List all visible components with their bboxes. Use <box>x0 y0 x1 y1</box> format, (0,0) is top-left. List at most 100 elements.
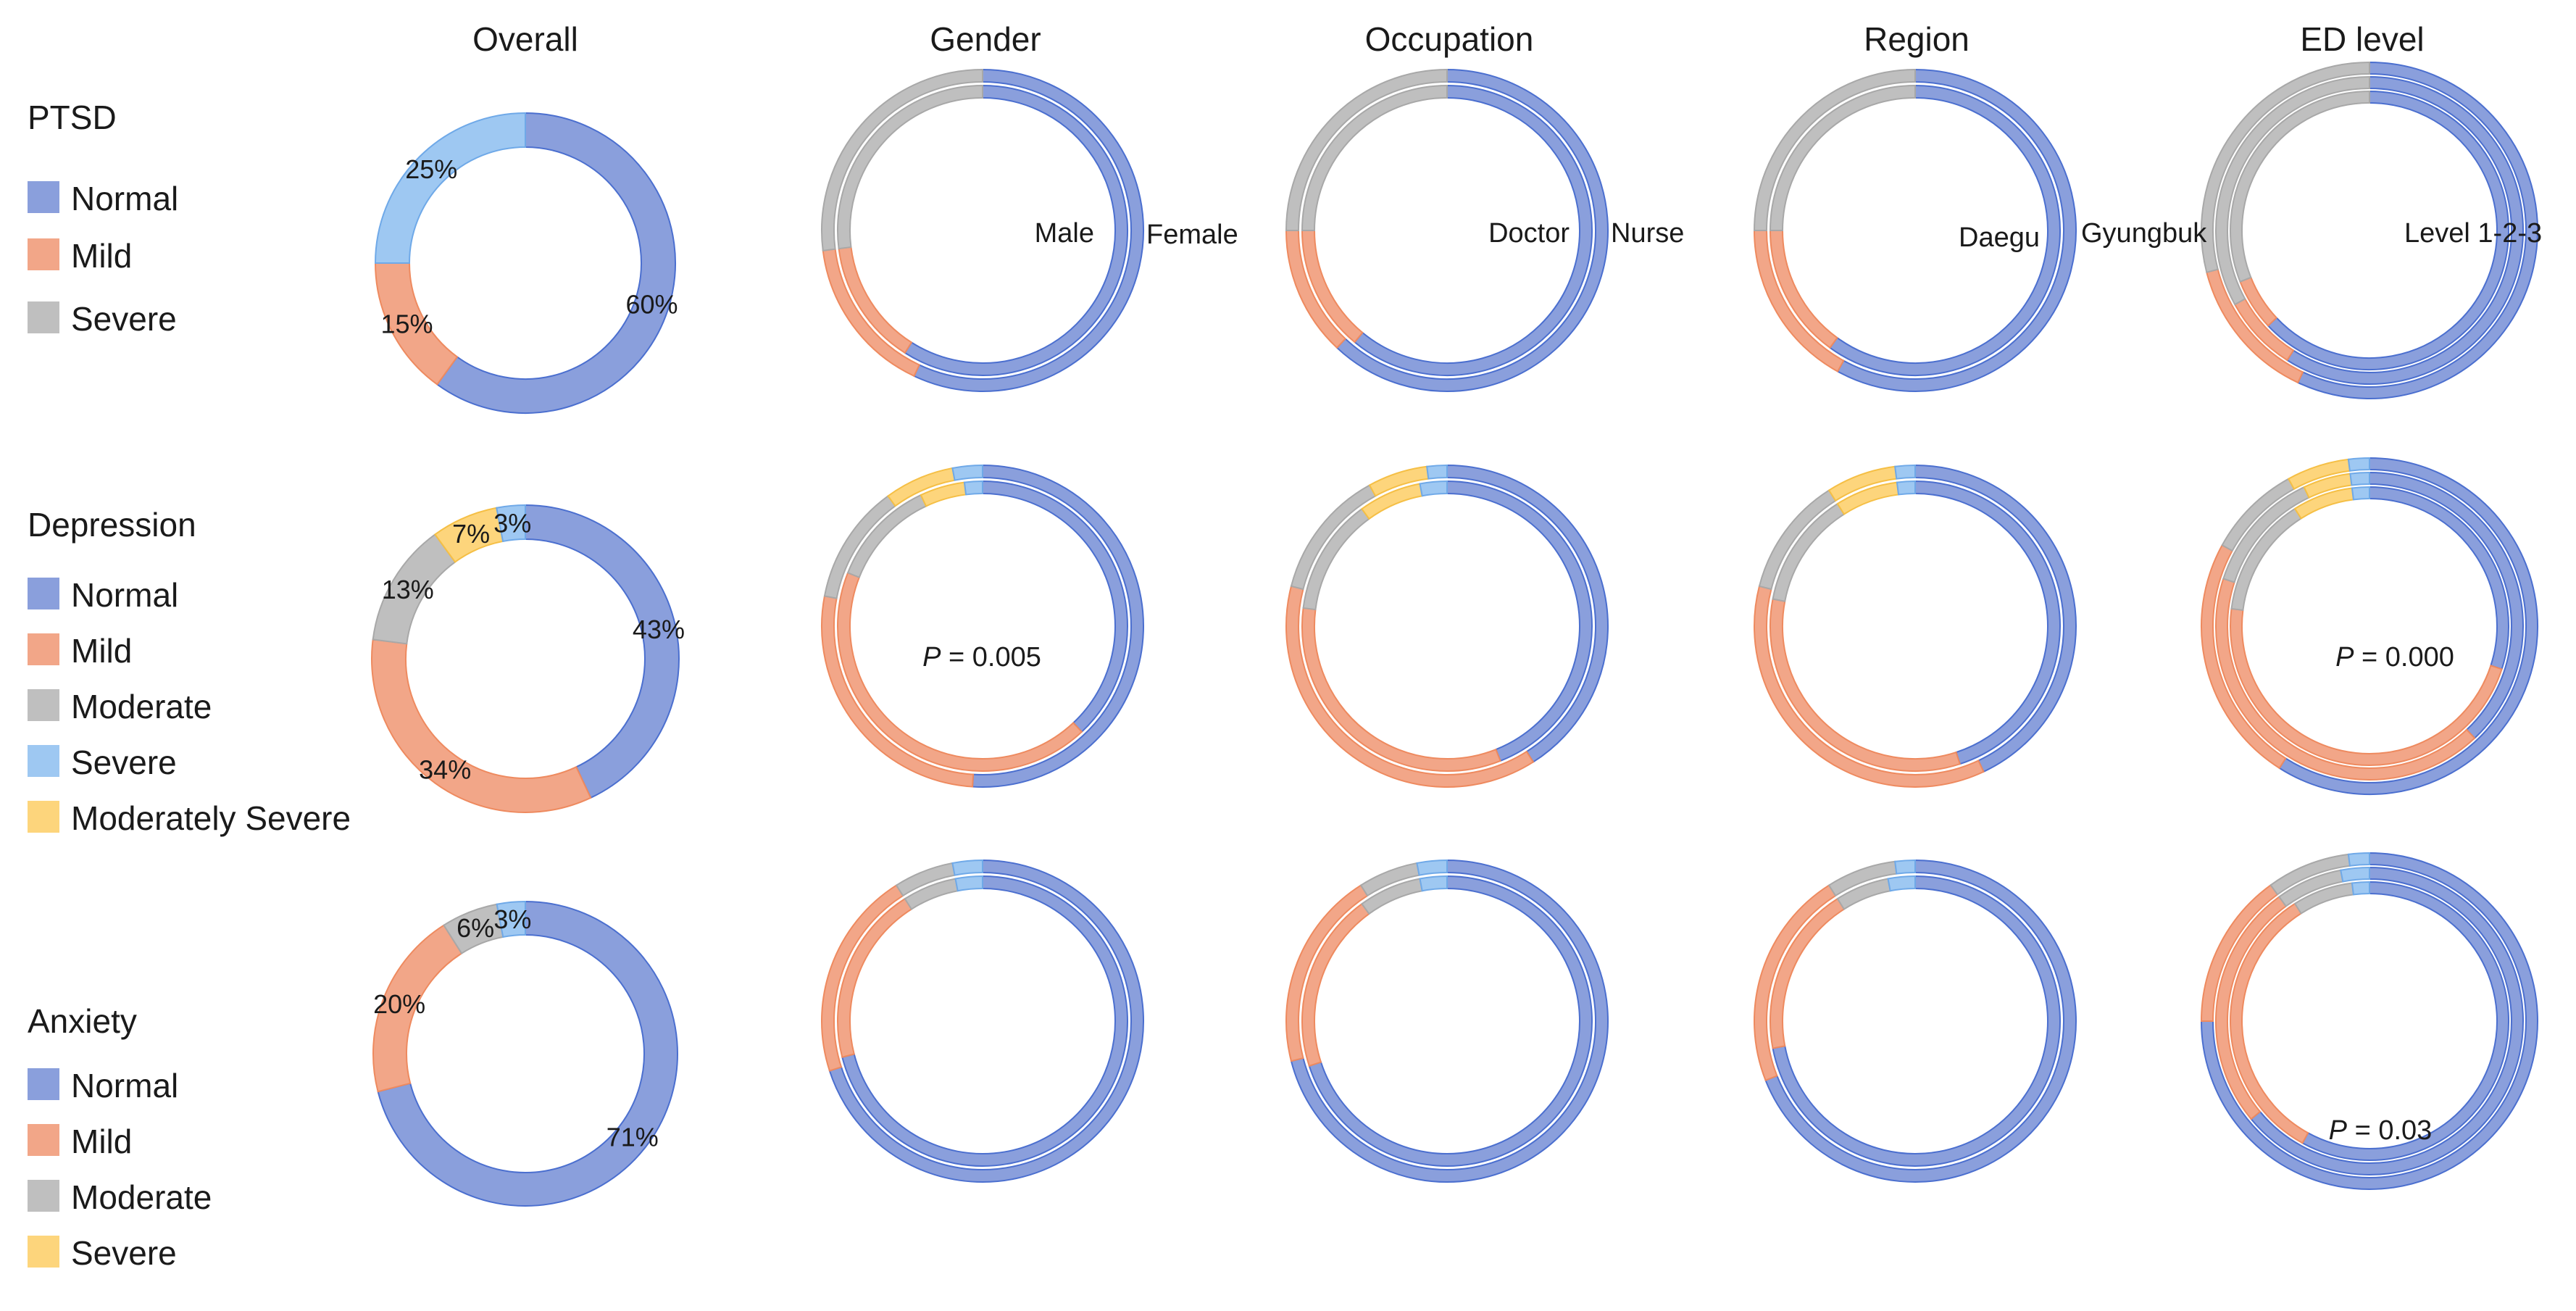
column-header-ed-level: ED level <box>2300 20 2424 58</box>
ring-label-male: Male <box>1035 218 1094 249</box>
legend-swatch-mild <box>28 1124 59 1156</box>
p-value-depression-ed-level: P = 0.000 <box>2335 642 2454 673</box>
ring-2-normal-segment <box>982 480 1128 733</box>
row-title-depression: Depression <box>28 506 196 544</box>
donut-anxiety-overall: 71% 20% 6% 3% <box>372 900 678 1207</box>
ring-1-moderate-segment <box>2221 478 2296 552</box>
ring-2-mild-segment <box>1301 607 1501 772</box>
ring-1-severe-segment <box>1894 464 1916 480</box>
data-label-mild: 20% <box>373 989 425 1019</box>
ring-1-moderate-segment <box>1758 489 1837 591</box>
column-headers: Overall Gender Occupation Region ED leve… <box>472 20 2425 58</box>
ring-3-severe-segment <box>2351 486 2370 501</box>
legend-swatch-normal <box>28 578 59 609</box>
legend-label-mild: Mild <box>71 1123 132 1160</box>
ring-1-severe-segment <box>2347 457 2370 472</box>
ring-1-severe-segment <box>2347 852 2370 867</box>
data-label-normal: 43% <box>633 615 685 644</box>
legend-ptsd: Normal Mild Severe <box>28 180 178 338</box>
legend-label-severe: Severe <box>71 1234 177 1272</box>
data-label-normal: 60% <box>625 290 678 320</box>
row-anxiety: Anxiety Normal Mild Moderate Severe 71% 2… <box>28 852 2538 1272</box>
row-title-ptsd: PTSD <box>28 99 117 136</box>
ring-label-daegu: Daegu <box>1959 222 2040 253</box>
donut-ptsd-gender <box>821 68 1144 392</box>
column-header-occupation: Occupation <box>1365 20 1534 58</box>
legend-swatch-normal <box>28 1068 59 1100</box>
ring-label-gyungbuk: Gyungbuk <box>2081 218 2207 249</box>
legend-swatch-severe <box>28 1236 59 1268</box>
ring-2-severe-segment <box>954 875 983 892</box>
donut-ptsd-ed-level <box>2201 61 2538 399</box>
legend-label-normal: Normal <box>71 180 178 217</box>
row-title-anxiety: Anxiety <box>28 1002 137 1040</box>
donut-depression-region <box>1754 464 2077 788</box>
legend-label-severe: Severe <box>71 300 177 338</box>
donut-depression-gender <box>821 464 1144 788</box>
ring-2-severe-segment <box>1419 480 1448 497</box>
legend-swatch-mild <box>28 633 59 665</box>
data-label-severe: 3% <box>493 904 531 934</box>
legend-depression: Normal Mild Moderate Severe Moderately S… <box>28 576 351 837</box>
legend-label-normal: Normal <box>71 576 178 614</box>
ring-2-mild-segment <box>1301 902 1370 1067</box>
legend-swatch-mild <box>28 238 59 270</box>
data-label-mild: 15% <box>380 309 433 338</box>
ring-label-doctor: Doctor <box>1488 218 1570 249</box>
p-value-depression-gender: P = 0.005 <box>922 642 1041 673</box>
ring-2-severe-segment <box>1887 875 1916 892</box>
ring-2-severe-segment <box>1896 480 1916 496</box>
ring-2-severe-segment <box>1419 875 1448 892</box>
ring-3-moderate-segment <box>2230 90 2370 283</box>
ring-2-severe-segment <box>2349 471 2370 486</box>
ring-label-level-1-2-3: Level 1-2-3 <box>2404 218 2542 249</box>
legend-swatch-moderately-severe <box>28 801 59 833</box>
column-header-overall: Overall <box>472 20 578 58</box>
legend-anxiety: Normal Mild Moderate Severe <box>28 1067 212 1272</box>
ring-1-normal-segment <box>913 68 1144 392</box>
ring-2-moderate-segment <box>1301 84 1448 231</box>
column-header-gender: Gender <box>930 20 1041 58</box>
legend-label-moderate: Moderate <box>71 688 212 725</box>
ring-1-normal-segment <box>1836 68 2077 392</box>
ring-2-moderate-segment <box>1769 84 1916 231</box>
data-label-mild: 34% <box>419 754 471 784</box>
donut-anxiety-occupation <box>1285 859 1609 1183</box>
donut-ptsd-overall: 60% 15% 25% <box>374 112 678 414</box>
legend-label-mild: Mild <box>71 237 132 275</box>
row-depression: Depression Normal Mild Moderate Severe M… <box>28 457 2538 837</box>
legend-label-severe: Severe <box>71 744 177 781</box>
legend-swatch-severe <box>28 301 59 333</box>
data-label-moderate: 13% <box>382 575 434 604</box>
slice-severe <box>374 112 526 264</box>
ring-1-severe-segment <box>951 464 983 481</box>
donut-depression-overall: 43% 34% 13% 7% 3% <box>371 504 685 813</box>
slice-normal <box>525 504 680 799</box>
legend-swatch-moderate <box>28 1180 59 1212</box>
ring-2-moderate-segment <box>2214 75 2370 306</box>
legend-swatch-normal <box>28 181 59 213</box>
ring-2-mild-segment <box>1770 598 1962 772</box>
ring-2-severe-segment <box>963 480 983 496</box>
ring-1-moderate-segment <box>2201 61 2370 273</box>
slice-normal <box>377 900 678 1207</box>
donut-depression-ed-level <box>2201 457 2538 795</box>
ring-1-severe-segment <box>1894 859 1916 875</box>
donut-anxiety-region <box>1754 859 2077 1183</box>
ring-1-moderate-segment <box>821 68 983 251</box>
slice-severe <box>496 504 526 543</box>
slice-mild <box>371 638 592 813</box>
data-label-severe: 25% <box>405 154 457 184</box>
legend-swatch-severe <box>28 745 59 777</box>
data-label-moderate: 6% <box>457 913 494 943</box>
legend-swatch-moderate <box>28 689 59 721</box>
ring-1-moderate-segment <box>1753 68 1916 231</box>
donut-ptsd-region <box>1753 68 2077 392</box>
donut-depression-occupation <box>1285 464 1609 788</box>
ring-label-female: Female <box>1146 220 1238 250</box>
ring-1-moderate-segment <box>823 495 896 599</box>
donut-anxiety-gender <box>821 859 1144 1183</box>
slice-normal <box>435 112 676 414</box>
ring-2-severe-segment <box>2340 866 2370 883</box>
column-header-region: Region <box>1864 20 1969 58</box>
